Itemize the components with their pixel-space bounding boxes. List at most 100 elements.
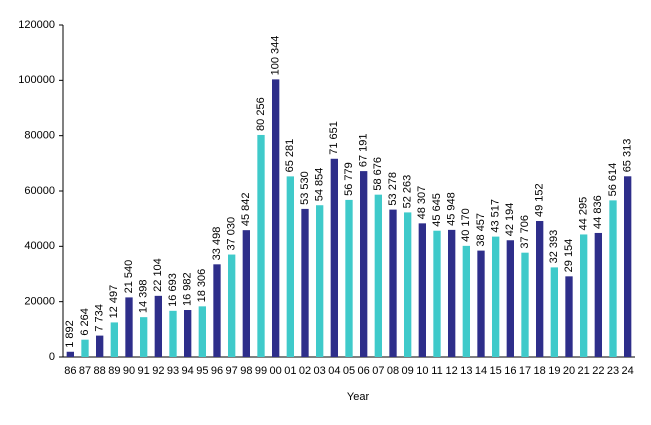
bar xyxy=(198,306,206,357)
x-tick-label: 17 xyxy=(519,365,531,377)
x-axis-title: Year xyxy=(347,391,370,403)
value-label: 56 614 xyxy=(607,163,619,197)
value-label: 45 842 xyxy=(240,193,252,227)
bar xyxy=(536,221,544,357)
value-label: 80 256 xyxy=(255,97,267,131)
value-label: 21 540 xyxy=(123,260,135,294)
bar xyxy=(169,310,177,357)
x-tick-label: 91 xyxy=(138,365,150,377)
y-tick-label: 0 xyxy=(49,351,55,363)
x-tick-label: 97 xyxy=(226,365,238,377)
bar xyxy=(286,176,294,357)
bar xyxy=(521,252,529,357)
bar xyxy=(360,171,368,357)
bar xyxy=(374,194,382,357)
value-label: 18 306 xyxy=(196,269,208,303)
x-tick-label: 93 xyxy=(167,365,179,377)
bar xyxy=(580,234,588,357)
value-label: 48 307 xyxy=(416,186,428,220)
x-tick-label: 14 xyxy=(475,365,487,377)
y-tick-label: 120000 xyxy=(18,19,55,31)
x-tick-label: 01 xyxy=(284,365,296,377)
bar xyxy=(228,254,236,357)
bar xyxy=(624,176,632,357)
value-label: 6 264 xyxy=(79,308,91,336)
bar xyxy=(565,276,573,357)
x-tick-label: 23 xyxy=(607,365,619,377)
value-label: 56 779 xyxy=(343,162,355,196)
x-tick-label: 99 xyxy=(255,365,267,377)
value-label: 52 263 xyxy=(402,175,414,209)
bar xyxy=(272,79,280,358)
x-tick-label: 98 xyxy=(240,365,252,377)
y-tick-label: 20000 xyxy=(24,296,55,308)
value-label: 32 393 xyxy=(548,230,560,264)
value-label: 43 517 xyxy=(490,199,502,233)
x-tick-label: 94 xyxy=(182,365,194,377)
value-label: 45 948 xyxy=(446,192,458,226)
value-label: 53 530 xyxy=(299,171,311,205)
bar xyxy=(594,232,602,357)
bar xyxy=(492,236,500,357)
x-tick-label: 06 xyxy=(358,365,370,377)
x-tick-label: 15 xyxy=(490,365,502,377)
bar xyxy=(316,205,324,357)
x-tick-label: 24 xyxy=(622,365,634,377)
x-tick-label: 05 xyxy=(343,365,355,377)
bar xyxy=(66,351,74,357)
x-tick-label: 88 xyxy=(94,365,106,377)
y-tick-label: 60000 xyxy=(24,185,55,197)
x-tick-label: 07 xyxy=(372,365,384,377)
bar xyxy=(140,317,148,357)
bar xyxy=(257,134,265,357)
value-label: 7 734 xyxy=(94,304,106,332)
bar xyxy=(242,230,250,357)
value-label: 37 030 xyxy=(226,217,238,251)
value-label: 29 154 xyxy=(563,239,575,273)
x-tick-label: 16 xyxy=(504,365,516,377)
x-tick-label: 18 xyxy=(534,365,546,377)
bar xyxy=(462,245,470,357)
value-label: 44 295 xyxy=(578,197,590,231)
x-tick-label: 02 xyxy=(299,365,311,377)
x-tick-label: 22 xyxy=(592,365,604,377)
value-label: 44 836 xyxy=(592,195,604,229)
x-tick-label: 96 xyxy=(211,365,223,377)
x-tick-label: 19 xyxy=(548,365,560,377)
x-tick-label: 21 xyxy=(578,365,590,377)
value-label: 45 645 xyxy=(431,193,443,227)
x-tick-label: 11 xyxy=(431,365,442,377)
bar xyxy=(154,295,162,357)
x-tick-label: 12 xyxy=(446,365,458,377)
value-label: 42 194 xyxy=(504,203,516,237)
x-tick-label: 13 xyxy=(460,365,472,377)
bar xyxy=(448,229,456,357)
bar xyxy=(184,310,192,357)
y-tick-label: 80000 xyxy=(24,130,55,142)
bar xyxy=(345,199,353,357)
value-label: 38 457 xyxy=(475,213,487,247)
value-label: 49 152 xyxy=(534,183,546,217)
value-label: 65 313 xyxy=(622,139,634,173)
value-label: 1 892 xyxy=(64,320,76,348)
bar xyxy=(110,322,118,357)
x-tick-label: 08 xyxy=(387,365,399,377)
x-tick-label: 87 xyxy=(79,365,91,377)
value-label: 100 344 xyxy=(270,36,282,76)
value-label: 33 498 xyxy=(211,227,223,261)
value-label: 14 398 xyxy=(138,280,150,314)
x-tick-label: 90 xyxy=(123,365,135,377)
bar xyxy=(506,240,514,357)
bar xyxy=(550,267,558,357)
value-label: 22 104 xyxy=(152,258,164,292)
value-label: 71 651 xyxy=(328,121,340,155)
bar xyxy=(96,335,104,357)
value-label: 40 170 xyxy=(460,208,472,242)
bar xyxy=(301,208,309,357)
value-label: 54 854 xyxy=(314,168,326,202)
x-tick-label: 10 xyxy=(416,365,428,377)
x-tick-label: 09 xyxy=(402,365,414,377)
y-tick-label: 40000 xyxy=(24,240,55,252)
